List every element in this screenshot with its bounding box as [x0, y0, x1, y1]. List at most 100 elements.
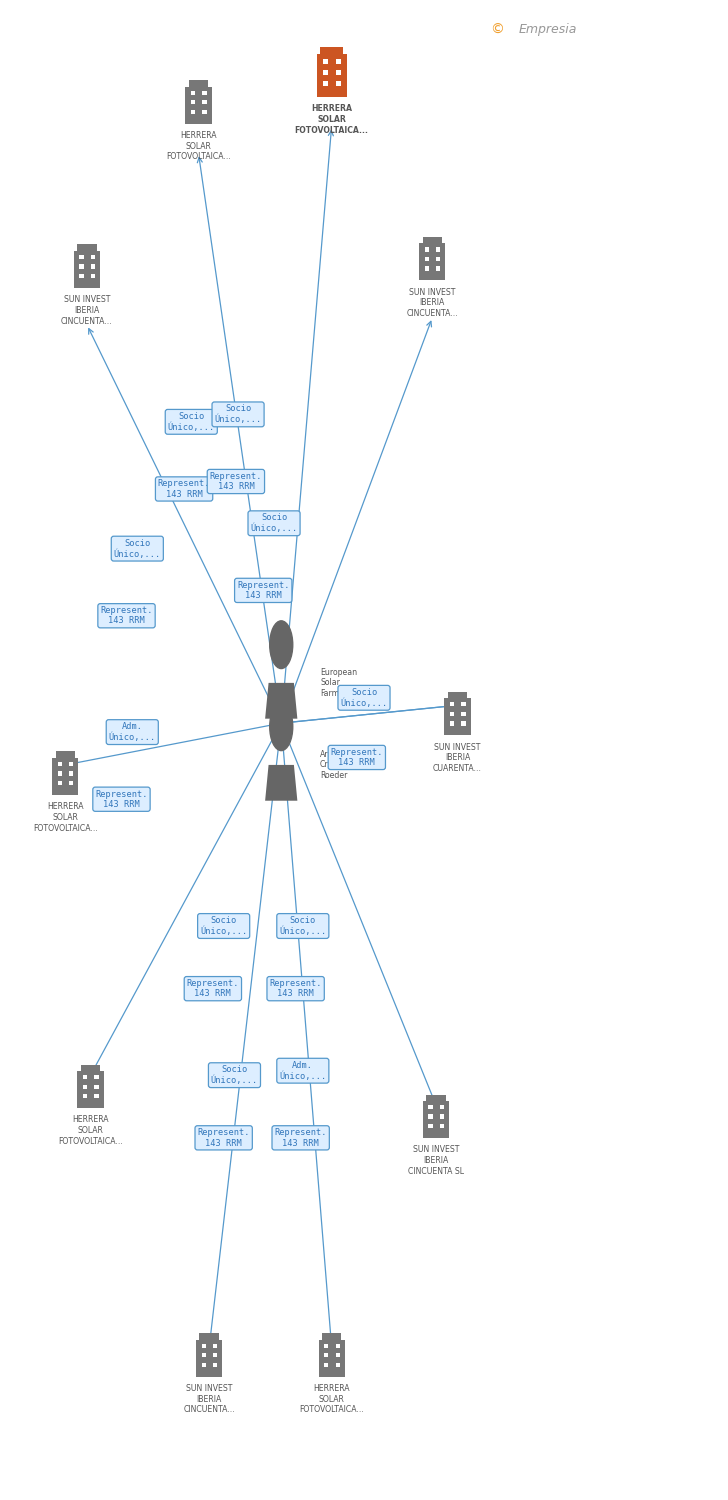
Text: HERRERA
SOLAR
FOTOVOLTAICA...: HERRERA SOLAR FOTOVOLTAICA...	[58, 1116, 123, 1146]
FancyBboxPatch shape	[79, 273, 84, 278]
FancyBboxPatch shape	[436, 248, 440, 252]
Text: Socio
Único,...: Socio Único,...	[250, 513, 298, 534]
FancyBboxPatch shape	[74, 251, 100, 288]
Text: HERRERA
SOLAR
FOTOVOLTAICA...: HERRERA SOLAR FOTOVOLTAICA...	[295, 104, 368, 135]
FancyBboxPatch shape	[428, 1106, 432, 1108]
Text: SUN INVEST
IBERIA
CINCUENTA...: SUN INVEST IBERIA CINCUENTA...	[183, 1384, 235, 1414]
FancyBboxPatch shape	[213, 1362, 218, 1366]
FancyBboxPatch shape	[426, 1095, 446, 1102]
FancyBboxPatch shape	[323, 58, 328, 63]
FancyBboxPatch shape	[450, 702, 454, 706]
FancyBboxPatch shape	[336, 1344, 340, 1348]
FancyBboxPatch shape	[95, 1076, 98, 1080]
FancyBboxPatch shape	[83, 1094, 87, 1098]
FancyBboxPatch shape	[91, 255, 95, 260]
FancyBboxPatch shape	[79, 264, 84, 268]
FancyBboxPatch shape	[202, 90, 207, 94]
FancyBboxPatch shape	[77, 1071, 103, 1108]
Text: Socio
Único,...: Socio Único,...	[114, 538, 161, 558]
FancyBboxPatch shape	[448, 692, 467, 699]
FancyBboxPatch shape	[323, 81, 328, 86]
FancyBboxPatch shape	[462, 722, 466, 726]
FancyBboxPatch shape	[462, 711, 466, 716]
FancyBboxPatch shape	[425, 256, 429, 261]
FancyBboxPatch shape	[186, 87, 212, 123]
FancyBboxPatch shape	[202, 110, 207, 114]
FancyBboxPatch shape	[445, 699, 470, 735]
Text: Adm.
Único,...: Adm. Único,...	[108, 722, 156, 742]
FancyBboxPatch shape	[69, 771, 74, 776]
FancyBboxPatch shape	[436, 256, 440, 261]
FancyBboxPatch shape	[69, 762, 74, 766]
FancyBboxPatch shape	[55, 752, 75, 759]
Polygon shape	[265, 765, 297, 801]
Text: Represent.
143 RRM: Represent. 143 RRM	[210, 472, 262, 490]
FancyBboxPatch shape	[83, 1084, 87, 1089]
FancyBboxPatch shape	[317, 54, 347, 96]
FancyBboxPatch shape	[79, 255, 84, 260]
FancyBboxPatch shape	[336, 58, 341, 63]
FancyBboxPatch shape	[213, 1353, 218, 1358]
FancyBboxPatch shape	[199, 1334, 219, 1341]
FancyBboxPatch shape	[52, 758, 79, 795]
FancyBboxPatch shape	[91, 273, 95, 278]
FancyBboxPatch shape	[58, 762, 62, 766]
FancyBboxPatch shape	[322, 1334, 341, 1341]
FancyBboxPatch shape	[191, 90, 195, 94]
Circle shape	[269, 704, 293, 750]
FancyBboxPatch shape	[336, 69, 341, 75]
Polygon shape	[265, 682, 297, 718]
Text: SUN INVEST
IBERIA
CINCUENTA...: SUN INVEST IBERIA CINCUENTA...	[61, 296, 113, 326]
FancyBboxPatch shape	[422, 237, 442, 244]
FancyBboxPatch shape	[197, 1340, 222, 1377]
FancyBboxPatch shape	[419, 243, 446, 280]
Text: HERRERA
SOLAR
FOTOVOLTAICA...: HERRERA SOLAR FOTOVOLTAICA...	[166, 130, 231, 162]
Text: Represent.
143 RRM: Represent. 143 RRM	[274, 1128, 327, 1148]
FancyBboxPatch shape	[191, 110, 195, 114]
FancyBboxPatch shape	[425, 248, 429, 252]
FancyBboxPatch shape	[323, 69, 328, 75]
Text: Ariana
Cristina
Roeder: Ariana Cristina Roeder	[320, 750, 350, 780]
FancyBboxPatch shape	[440, 1106, 444, 1108]
Text: Socio
Único,...: Socio Único,...	[167, 413, 215, 432]
Text: ©: ©	[490, 22, 504, 36]
FancyBboxPatch shape	[202, 1344, 206, 1348]
FancyBboxPatch shape	[95, 1094, 98, 1098]
Text: Socio
Único,...: Socio Único,...	[211, 1065, 258, 1084]
FancyBboxPatch shape	[423, 1101, 449, 1138]
FancyBboxPatch shape	[213, 1344, 218, 1348]
FancyBboxPatch shape	[425, 267, 429, 270]
Text: HERRERA
SOLAR
FOTOVOLTAICA...: HERRERA SOLAR FOTOVOLTAICA...	[33, 802, 98, 832]
FancyBboxPatch shape	[191, 100, 195, 105]
Text: Represent.
143 RRM: Represent. 143 RRM	[100, 606, 153, 625]
Text: Represent.
143 RRM: Represent. 143 RRM	[186, 980, 239, 999]
Text: Socio
Único,...: Socio Único,...	[215, 405, 261, 424]
FancyBboxPatch shape	[440, 1114, 444, 1119]
FancyBboxPatch shape	[428, 1124, 432, 1128]
Text: HERRERA
SOLAR
FOTOVOLTAICA...: HERRERA SOLAR FOTOVOLTAICA...	[299, 1384, 364, 1414]
Text: Socio
Único,...: Socio Único,...	[200, 916, 248, 936]
FancyBboxPatch shape	[450, 722, 454, 726]
Text: European
Solar
Farms...: European Solar Farms...	[320, 668, 357, 698]
FancyBboxPatch shape	[324, 1362, 328, 1366]
Text: SUN INVEST
IBERIA
CINCUENTA SL: SUN INVEST IBERIA CINCUENTA SL	[408, 1146, 464, 1176]
FancyBboxPatch shape	[320, 46, 343, 56]
FancyBboxPatch shape	[202, 1362, 206, 1366]
FancyBboxPatch shape	[95, 1084, 98, 1089]
Text: Represent.
143 RRM: Represent. 143 RRM	[269, 980, 322, 999]
Text: Adm.
Único,...: Adm. Único,...	[280, 1060, 326, 1080]
FancyBboxPatch shape	[77, 244, 97, 252]
FancyBboxPatch shape	[58, 771, 62, 776]
Text: Socio
Único,...: Socio Único,...	[280, 916, 326, 936]
FancyBboxPatch shape	[436, 267, 440, 270]
FancyBboxPatch shape	[428, 1114, 432, 1119]
FancyBboxPatch shape	[319, 1340, 344, 1377]
FancyBboxPatch shape	[202, 1353, 206, 1358]
FancyBboxPatch shape	[324, 1353, 328, 1358]
Text: Represent.
143 RRM: Represent. 143 RRM	[237, 580, 290, 600]
FancyBboxPatch shape	[202, 100, 207, 105]
FancyBboxPatch shape	[450, 711, 454, 716]
FancyBboxPatch shape	[81, 1065, 100, 1072]
FancyBboxPatch shape	[58, 782, 62, 784]
Circle shape	[269, 621, 293, 669]
